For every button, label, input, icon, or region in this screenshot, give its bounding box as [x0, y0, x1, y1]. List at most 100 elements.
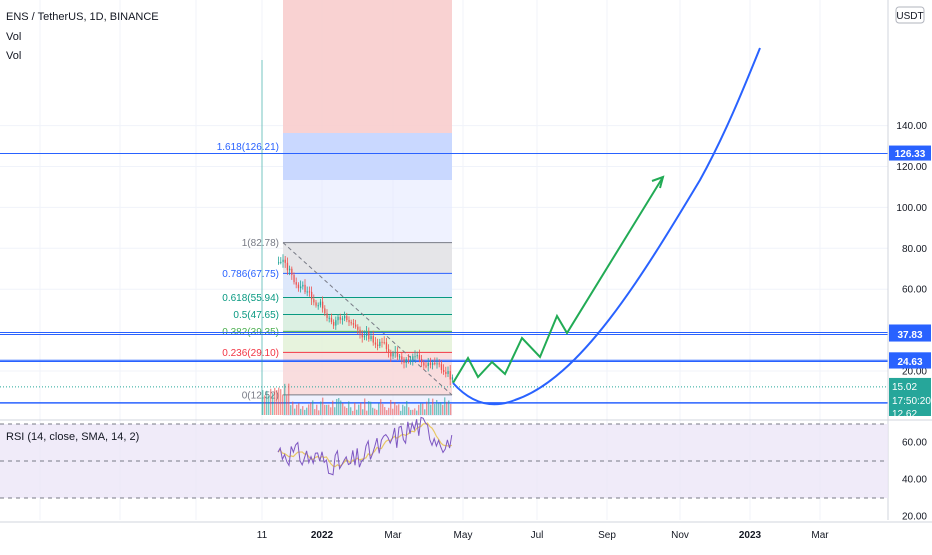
candle-body [333, 321, 335, 326]
volume-bar [268, 395, 270, 415]
candle-body [403, 359, 405, 363]
volume-bar [348, 401, 350, 415]
partial-price-label: 12.62 [892, 409, 917, 420]
volume-bar [284, 383, 286, 415]
candle-body [388, 349, 390, 353]
candle-body [423, 362, 425, 366]
candle-body [319, 301, 322, 306]
candle-body [451, 377, 454, 380]
volume-bar [424, 409, 426, 415]
fib-level-label: 1(82.78) [242, 238, 279, 249]
candle-body [421, 359, 423, 363]
volume-bar [386, 410, 388, 415]
fib-level-label: 0.786(67.75) [222, 269, 279, 280]
partial-badge [889, 409, 931, 416]
volume-bar [438, 403, 440, 415]
candle-body [414, 356, 416, 358]
volume-bar [388, 407, 390, 415]
volume-bar [358, 404, 360, 415]
volume-bar [408, 407, 410, 415]
candle-body [370, 336, 372, 340]
volume-bar [326, 404, 328, 415]
candle-body [289, 268, 291, 271]
volume-bar [414, 408, 416, 415]
time-tick-label: Jul [531, 530, 544, 541]
volume-bar [286, 395, 288, 415]
volume-bar [436, 399, 438, 415]
candle-body [366, 331, 368, 336]
volume-bar [328, 404, 330, 415]
blue-projection-curve [452, 47, 761, 406]
volume-bar [412, 409, 414, 415]
volume-bar [406, 400, 408, 415]
volume-bar [390, 399, 392, 415]
volume-bar [350, 407, 352, 415]
volume-bar [362, 409, 364, 415]
volume-bar [312, 400, 314, 415]
volume-bar [356, 409, 358, 415]
red-zone-top [283, 0, 452, 133]
volume-bar [270, 388, 272, 415]
volume-bar [298, 403, 300, 415]
candle-body [341, 318, 344, 320]
candle-body [302, 284, 304, 287]
price-tick-label: 100.00 [896, 203, 927, 214]
candle-body [317, 305, 319, 307]
volume-bar [448, 400, 450, 415]
volume-bar [346, 407, 348, 415]
rsi-tick-label: 40.00 [902, 475, 927, 486]
volume-bar [304, 409, 306, 415]
volume-bar [294, 408, 296, 415]
volume-bar [432, 398, 434, 415]
volume-bar [266, 390, 268, 415]
volume-legend-2: Vol [6, 50, 22, 62]
candle-body [355, 324, 357, 327]
volume-bar [316, 404, 318, 415]
candle-body [427, 362, 429, 367]
fib-level-label: 0.5(47.65) [233, 310, 279, 321]
candle-body [339, 316, 341, 320]
volume-bar [396, 405, 398, 415]
candle-body [443, 370, 445, 372]
volume-bar [262, 390, 264, 415]
volume-bar [410, 409, 412, 415]
volume-bar [308, 404, 310, 415]
candle-body [337, 316, 339, 321]
candle-body [374, 342, 377, 345]
volume-bar [378, 403, 380, 415]
volume-bar [370, 401, 372, 415]
time-tick-label: Sep [598, 530, 616, 541]
candle-body [401, 356, 403, 360]
volume-bar [366, 410, 368, 415]
current-price-label: 15.02 [892, 382, 917, 393]
candle-body [438, 363, 440, 365]
volume-bar [384, 407, 386, 415]
candle-body [326, 313, 328, 318]
volume-bar [278, 387, 280, 415]
rsi-line [277, 416, 453, 476]
rsi-tick-label: 20.00 [902, 512, 927, 523]
candle-body [324, 308, 326, 314]
time-tick-label: 2023 [739, 530, 762, 541]
volume-bar [434, 404, 436, 415]
candle-body [295, 282, 297, 285]
candle-body [396, 351, 399, 357]
candle-body [304, 284, 306, 293]
volume-bar [446, 401, 448, 415]
candle-body [372, 336, 374, 343]
green-projection-path [452, 176, 664, 384]
level-badge [889, 353, 931, 369]
volume-bar [364, 398, 366, 415]
volume-bar [336, 398, 338, 415]
currency-label[interactable]: USDT [896, 11, 923, 22]
candle-body [385, 342, 388, 350]
volume-bar [340, 400, 342, 415]
candle-body [280, 261, 282, 263]
volume-bar [332, 400, 334, 415]
volume-bar [360, 402, 362, 415]
candle-body [410, 359, 412, 361]
volume-bar [296, 404, 298, 415]
candle-body [361, 333, 363, 338]
